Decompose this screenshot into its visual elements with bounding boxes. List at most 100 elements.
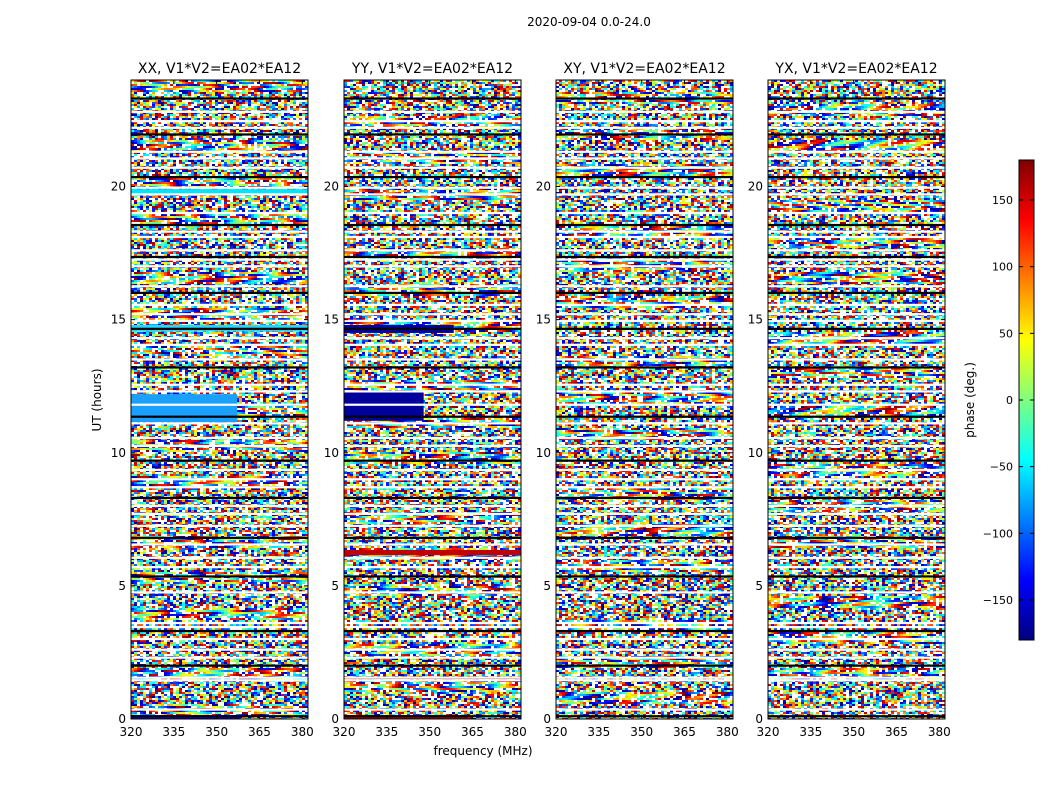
flagged-row [344,211,521,215]
phase-heatmap [344,80,521,719]
panel-title: XX, V1*V2=EA02*EA12 [138,61,301,77]
flagged-row [556,629,733,633]
flagged-row [556,664,733,667]
flagged-row [344,664,521,667]
flagged-row [344,715,521,718]
flagged-row [344,390,521,393]
flagged-row [556,486,733,489]
flagged-row [131,366,308,369]
flagged-row [344,468,521,472]
flagged-row [344,230,521,233]
flagged-row [131,459,308,462]
coherent-phase-strip [131,394,238,423]
flagged-row [344,504,521,507]
flagged-row [556,327,733,330]
flagged-row [344,186,521,189]
flagged-row [768,186,945,189]
flagged-row [768,648,945,651]
flagged-row [768,211,945,215]
x-tick-label: 335 [587,725,610,739]
flagged-row [131,157,308,160]
flagged-row [768,468,945,472]
flagged-row [556,512,733,515]
flagged-row [344,291,521,294]
flagged-row [768,664,945,667]
flagged-row [768,120,945,123]
flagged-row [344,166,521,169]
y-tick-label: 0 [755,712,763,726]
flagged-row [344,637,521,641]
y-tick-label: 20 [536,180,551,194]
flagged-row [768,390,945,393]
flagged-row [768,556,945,559]
flagged-row [768,436,945,440]
flagged-row [768,193,945,196]
flagged-row [131,629,308,633]
flagged-row [556,637,733,641]
panel-title: YY, V1*V2=EA02*EA12 [351,61,513,77]
phase-heatmap [131,80,308,719]
flagged-row [131,496,308,500]
flagged-row [556,556,733,559]
flagged-row [768,459,945,462]
colorbar-tick-label: −150 [983,594,1013,607]
flagged-row [344,676,521,679]
x-tick-label: 380 [504,725,527,739]
flagged-row [131,211,308,215]
phase-heatmap [556,80,733,719]
flagged-row [556,291,733,294]
flagged-row [768,175,945,179]
flagged-row [131,708,308,711]
flagged-row [768,486,945,489]
flagged-row [768,478,945,481]
flagged-row [556,625,733,629]
flagged-row [556,303,733,306]
flagged-row [768,265,945,268]
flagged-row [556,436,733,440]
flagged-row [344,708,521,711]
flagged-row [131,249,308,252]
flagged-row [556,230,733,233]
phase-heatmap [768,80,945,719]
flagged-row [131,175,308,179]
colorbar-tick-label: −50 [990,461,1013,474]
flagged-row [768,166,945,169]
flagged-row [131,383,308,386]
y-tick-label: 5 [331,579,339,593]
flagged-row [344,383,521,386]
flagged-row [556,648,733,651]
flagged-row [344,556,521,559]
flagged-row [131,536,308,539]
flagged-row [556,97,733,100]
flagged-row [131,575,308,578]
flagged-row [344,591,521,594]
flagged-row [556,715,733,718]
flagged-row [768,255,945,259]
flagged-row [344,358,521,361]
colorbar-tick-label: 100 [992,261,1013,274]
y-tick-label: 15 [748,313,763,327]
y-tick-label: 0 [118,712,126,726]
flagged-row [131,166,308,169]
flagged-row [768,366,945,369]
flagged-row [556,621,733,625]
flagged-row [768,679,945,682]
flagged-row [768,444,945,448]
y-tick-label: 15 [536,313,551,327]
colorbar-tick-label: 0 [1006,394,1013,407]
colorbar-label: phase (deg.) [963,362,977,438]
flagged-row [768,235,945,239]
flagged-row [131,126,308,129]
flagged-row [768,285,945,288]
x-tick-label: 380 [291,725,314,739]
flagged-row [768,249,945,252]
x-tick-label: 320 [333,725,356,739]
colorbar-tick-label: 150 [992,194,1013,207]
flagged-row [344,403,521,406]
flagged-row [344,303,521,306]
x-tick-label: 320 [545,725,568,739]
flagged-row [131,133,308,136]
flagged-row [344,175,521,179]
flagged-row [768,157,945,160]
